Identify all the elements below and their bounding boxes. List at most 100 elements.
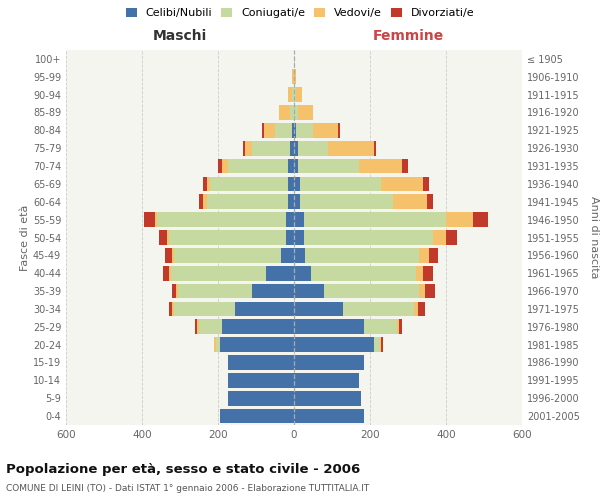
Bar: [252, 284, 294, 298]
Bar: [252, 141, 290, 156]
Bar: [294, 176, 300, 191]
Bar: [172, 248, 175, 262]
Bar: [167, 230, 169, 245]
Bar: [294, 409, 364, 424]
Bar: [328, 141, 374, 156]
Bar: [292, 88, 294, 102]
Bar: [289, 88, 292, 102]
Bar: [304, 212, 446, 227]
Bar: [382, 338, 383, 352]
Bar: [245, 141, 252, 156]
Bar: [227, 373, 294, 388]
Bar: [294, 302, 343, 316]
Bar: [294, 70, 296, 84]
Bar: [222, 158, 227, 174]
Bar: [242, 141, 245, 156]
Bar: [423, 266, 433, 280]
Bar: [292, 70, 294, 84]
Bar: [263, 123, 275, 138]
Bar: [419, 284, 425, 298]
Text: COMUNE DI LEINI (TO) - Dati ISTAT 1° gennaio 2006 - Elaborazione TUTTITALIA.IT: COMUNE DI LEINI (TO) - Dati ISTAT 1° gen…: [6, 484, 369, 493]
Bar: [172, 284, 176, 298]
Bar: [343, 302, 414, 316]
Bar: [199, 194, 203, 209]
Bar: [155, 212, 157, 227]
Bar: [313, 123, 338, 138]
Bar: [279, 105, 290, 120]
Bar: [218, 158, 222, 174]
Y-axis label: Anni di nascita: Anni di nascita: [589, 196, 599, 279]
Bar: [170, 266, 265, 280]
Bar: [446, 212, 473, 227]
Bar: [294, 230, 304, 245]
Bar: [419, 248, 429, 262]
Bar: [298, 141, 328, 156]
Bar: [294, 141, 298, 156]
Bar: [286, 230, 294, 245]
Bar: [374, 338, 380, 352]
Bar: [175, 302, 235, 316]
Text: Femmine: Femmine: [373, 29, 443, 43]
Bar: [292, 123, 294, 138]
Bar: [296, 88, 302, 102]
Bar: [294, 355, 364, 370]
Bar: [418, 302, 425, 316]
Bar: [290, 141, 294, 156]
Bar: [214, 338, 216, 352]
Bar: [294, 284, 325, 298]
Bar: [262, 123, 263, 138]
Y-axis label: Fasce di età: Fasce di età: [20, 204, 30, 270]
Bar: [206, 176, 211, 191]
Bar: [203, 176, 206, 191]
Bar: [359, 158, 403, 174]
Bar: [294, 123, 296, 138]
Text: Popolazione per età, sesso e stato civile - 2006: Popolazione per età, sesso e stato civil…: [6, 462, 360, 475]
Bar: [374, 141, 376, 156]
Bar: [433, 230, 446, 245]
Bar: [403, 158, 408, 174]
Bar: [294, 320, 364, 334]
Bar: [364, 320, 397, 334]
Bar: [290, 105, 294, 120]
Bar: [227, 158, 289, 174]
Bar: [304, 230, 433, 245]
Text: Maschi: Maschi: [153, 29, 207, 43]
Bar: [294, 88, 296, 102]
Bar: [425, 284, 434, 298]
Bar: [427, 194, 433, 209]
Bar: [203, 194, 206, 209]
Bar: [294, 391, 361, 406]
Bar: [220, 338, 294, 352]
Bar: [286, 212, 294, 227]
Bar: [294, 373, 359, 388]
Bar: [338, 123, 340, 138]
Bar: [294, 212, 304, 227]
Bar: [289, 194, 294, 209]
Bar: [414, 302, 418, 316]
Bar: [178, 284, 252, 298]
Bar: [294, 248, 305, 262]
Bar: [165, 248, 172, 262]
Bar: [429, 248, 439, 262]
Legend: Celibi/Nubili, Coniugati/e, Vedovi/e, Divorziati/e: Celibi/Nubili, Coniugati/e, Vedovi/e, Di…: [124, 6, 476, 20]
Bar: [172, 302, 175, 316]
Bar: [159, 230, 167, 245]
Bar: [199, 320, 222, 334]
Bar: [289, 176, 294, 191]
Bar: [416, 266, 423, 280]
Bar: [176, 284, 178, 298]
Bar: [300, 176, 382, 191]
Bar: [305, 248, 419, 262]
Bar: [211, 176, 289, 191]
Bar: [380, 338, 382, 352]
Bar: [296, 123, 313, 138]
Bar: [397, 320, 398, 334]
Bar: [311, 266, 416, 280]
Bar: [220, 409, 294, 424]
Bar: [206, 194, 289, 209]
Bar: [169, 266, 170, 280]
Bar: [195, 320, 197, 334]
Bar: [157, 212, 286, 227]
Bar: [197, 320, 199, 334]
Bar: [222, 320, 294, 334]
